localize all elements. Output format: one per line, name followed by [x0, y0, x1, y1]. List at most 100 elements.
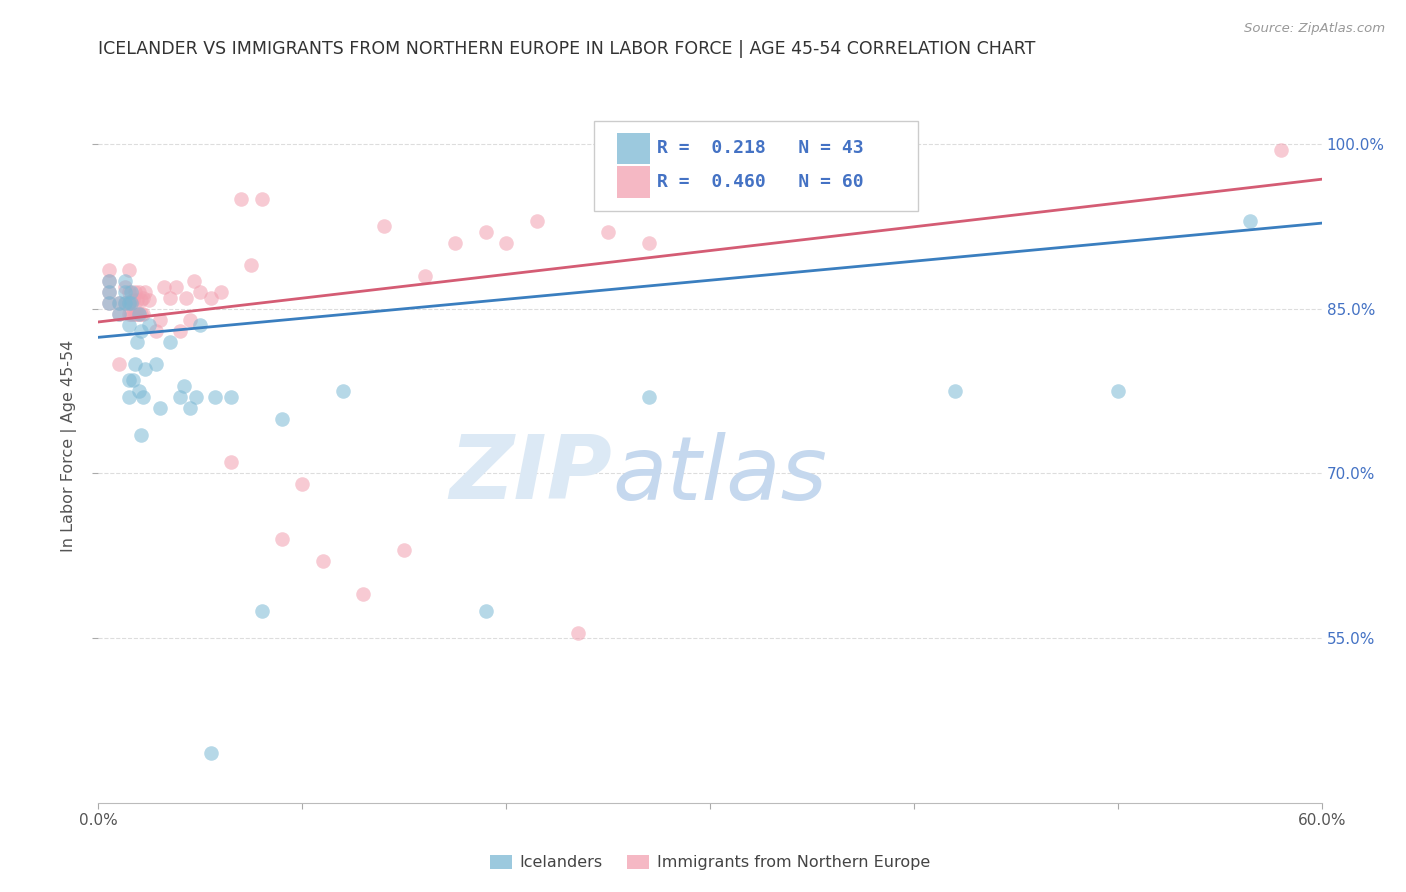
Point: [118, 318, 141, 333]
Point: [174, 291, 197, 305]
Point: [169, 390, 191, 404]
Point: [474, 225, 498, 239]
Text: Source: ZipAtlas.com: Source: ZipAtlas.com: [1244, 22, 1385, 36]
Point: [124, 285, 146, 300]
Point: [250, 192, 273, 206]
Point: [638, 390, 661, 404]
FancyBboxPatch shape: [617, 166, 650, 198]
Point: [200, 291, 222, 305]
Text: R =  0.460   N = 60: R = 0.460 N = 60: [658, 173, 865, 191]
Point: [128, 307, 150, 321]
Point: [169, 324, 191, 338]
Point: [209, 285, 232, 300]
Point: [526, 214, 548, 228]
Point: [444, 235, 467, 250]
Point: [128, 307, 150, 321]
Point: [179, 312, 201, 326]
Point: [200, 747, 222, 761]
Point: [129, 428, 152, 442]
Point: [108, 307, 131, 321]
Point: [132, 291, 155, 305]
Point: [108, 296, 131, 310]
Point: [124, 307, 146, 321]
Point: [118, 285, 141, 300]
FancyBboxPatch shape: [593, 121, 918, 211]
Point: [173, 378, 195, 392]
Point: [312, 554, 335, 568]
Point: [373, 219, 395, 234]
Point: [127, 334, 149, 349]
Point: [108, 357, 131, 371]
Point: [474, 604, 498, 618]
Point: [231, 192, 253, 206]
Point: [291, 477, 314, 491]
Point: [120, 296, 142, 310]
Point: [118, 296, 141, 310]
Point: [114, 280, 136, 294]
Point: [183, 274, 205, 288]
Point: [352, 587, 374, 601]
Point: [129, 307, 152, 321]
Point: [179, 401, 201, 415]
Point: [186, 390, 208, 404]
Point: [1270, 143, 1292, 157]
Point: [1107, 384, 1129, 398]
Point: [159, 334, 181, 349]
Point: [97, 285, 120, 300]
Point: [120, 307, 142, 321]
Point: [118, 263, 141, 277]
Point: [118, 296, 141, 310]
Point: [97, 274, 120, 288]
Text: R =  0.218   N = 43: R = 0.218 N = 43: [658, 139, 865, 157]
Point: [132, 307, 155, 321]
Point: [129, 324, 152, 338]
Point: [97, 285, 120, 300]
Point: [1239, 214, 1261, 228]
Point: [165, 280, 187, 294]
Point: [159, 291, 181, 305]
Point: [114, 296, 136, 310]
Y-axis label: In Labor Force | Age 45-54: In Labor Force | Age 45-54: [60, 340, 77, 552]
Point: [204, 390, 226, 404]
Point: [120, 285, 142, 300]
Point: [495, 235, 517, 250]
Point: [219, 390, 242, 404]
Point: [114, 285, 136, 300]
Point: [149, 312, 172, 326]
Point: [108, 307, 131, 321]
Point: [128, 285, 150, 300]
Point: [219, 455, 242, 469]
Point: [129, 293, 152, 307]
Point: [122, 307, 145, 321]
Point: [108, 296, 131, 310]
Point: [943, 384, 966, 398]
Point: [120, 294, 142, 309]
Legend: Icelanders, Immigrants from Northern Europe: Icelanders, Immigrants from Northern Eur…: [484, 848, 936, 877]
Text: atlas: atlas: [612, 432, 827, 517]
Point: [149, 401, 172, 415]
Point: [598, 225, 620, 239]
Point: [638, 235, 661, 250]
Point: [132, 390, 155, 404]
Point: [114, 296, 136, 310]
Point: [122, 293, 145, 307]
Point: [145, 357, 167, 371]
Point: [188, 318, 212, 333]
Point: [567, 625, 589, 640]
Point: [134, 285, 156, 300]
Point: [122, 373, 145, 387]
Point: [97, 263, 120, 277]
Point: [392, 543, 416, 558]
Point: [118, 373, 141, 387]
FancyBboxPatch shape: [617, 133, 650, 164]
Point: [118, 307, 141, 321]
Point: [138, 318, 160, 333]
Text: ICELANDER VS IMMIGRANTS FROM NORTHERN EUROPE IN LABOR FORCE | AGE 45-54 CORRELAT: ICELANDER VS IMMIGRANTS FROM NORTHERN EU…: [98, 40, 1036, 58]
Point: [97, 296, 120, 310]
Point: [127, 293, 149, 307]
Point: [250, 604, 273, 618]
Text: ZIP: ZIP: [450, 431, 612, 518]
Point: [97, 296, 120, 310]
Point: [138, 293, 160, 307]
Point: [240, 258, 263, 272]
